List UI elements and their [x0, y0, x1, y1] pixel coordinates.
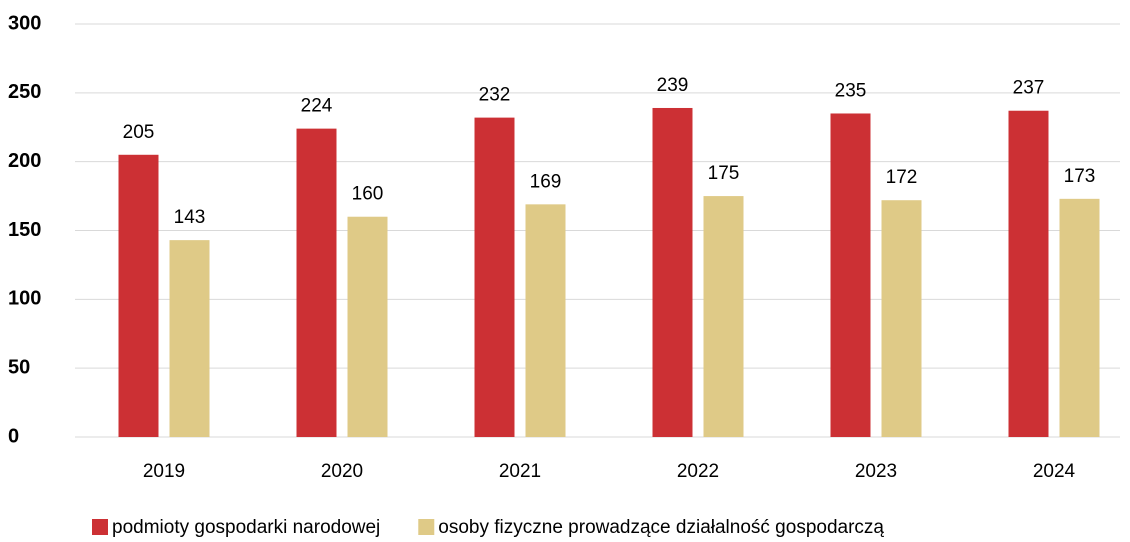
legend-swatch	[92, 519, 108, 535]
x-tick-label: 2024	[1033, 461, 1076, 482]
legend-label: podmioty gospodarki narodowej	[112, 517, 380, 538]
bar	[1008, 110, 1049, 437]
y-tick-label: 200	[8, 150, 41, 172]
y-tick-label: 250	[8, 81, 41, 103]
value-label: 169	[530, 171, 562, 192]
x-tick-label: 2020	[321, 461, 363, 482]
y-tick-label: 150	[8, 219, 41, 241]
value-label: 224	[301, 96, 333, 117]
x-tick-label: 2023	[855, 461, 897, 482]
legend-swatch	[418, 519, 435, 535]
bar	[652, 107, 693, 437]
y-tick-label: 50	[8, 356, 30, 378]
value-label: 237	[1013, 78, 1045, 99]
bar	[1059, 198, 1100, 437]
bar	[118, 154, 159, 438]
bar	[296, 128, 337, 438]
value-label: 160	[352, 184, 384, 205]
bar	[525, 204, 566, 437]
value-label: 172	[886, 167, 918, 188]
bar	[347, 216, 388, 437]
value-label: 143	[174, 207, 206, 228]
bar	[703, 196, 744, 437]
value-label: 175	[708, 163, 740, 184]
value-label: 173	[1064, 166, 1096, 187]
value-label: 239	[657, 75, 689, 96]
bar	[169, 240, 210, 437]
y-tick-label: 300	[8, 12, 41, 34]
legend-label: osoby fizyczne prowadzące działalność go…	[438, 517, 884, 538]
y-tick-label: 100	[8, 288, 41, 310]
x-tick-label: 2021	[499, 461, 541, 482]
bar	[830, 113, 871, 437]
x-tick-label: 2022	[677, 461, 719, 482]
bar	[881, 200, 922, 437]
x-tick-label: 2019	[143, 461, 185, 482]
bar	[474, 117, 515, 437]
value-label: 235	[835, 80, 867, 101]
value-label: 205	[123, 122, 155, 143]
value-label: 232	[479, 85, 511, 106]
y-tick-label: 0	[8, 425, 19, 447]
